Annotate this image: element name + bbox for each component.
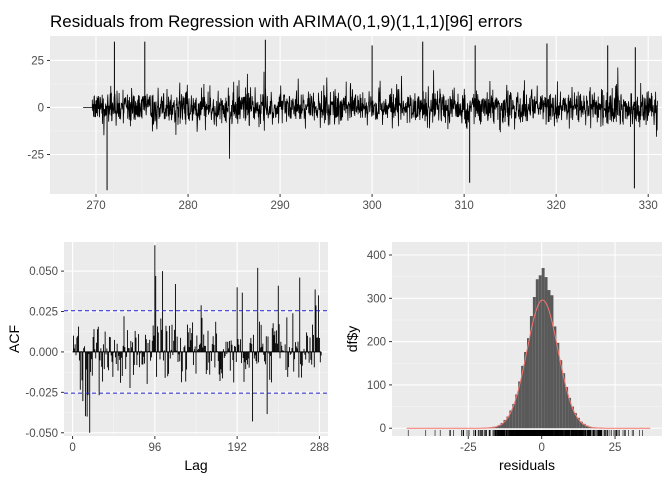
histogram-bar xyxy=(494,426,498,429)
residuals-panel: 270 280 290 300 310 320 330 -25 0 25 xyxy=(27,36,662,212)
x-tick-label: 280 xyxy=(178,200,197,212)
x-tick-label: 300 xyxy=(363,200,382,212)
histogram-x-axis-label: residuals xyxy=(499,457,555,473)
histogram-bar xyxy=(518,381,522,429)
histogram-bar xyxy=(571,406,574,429)
histogram-bar xyxy=(547,290,551,429)
histogram-bar xyxy=(553,326,557,429)
x-tick-label: 330 xyxy=(639,200,658,212)
histogram-bar xyxy=(512,403,516,429)
histogram-bar xyxy=(559,360,563,429)
residuals-x-ticks: 270 280 290 300 310 320 330 xyxy=(86,194,658,212)
y-tick-label: 0 xyxy=(38,102,44,114)
histogram-bar xyxy=(500,423,504,429)
x-tick-label: 96 xyxy=(148,442,161,454)
histogram-bar xyxy=(585,425,589,429)
histogram-bar xyxy=(521,365,525,429)
normal-curve xyxy=(406,299,651,429)
y-tick-label: 0.050 xyxy=(29,266,58,278)
normal-density-curve xyxy=(406,299,651,429)
histogram-y-ticks: 0 100 200 300 400 xyxy=(367,250,392,435)
histogram-bar xyxy=(544,277,548,429)
histogram-bar xyxy=(576,417,580,429)
histogram-bar xyxy=(515,394,519,429)
residuals-y-ticks: -25 0 25 xyxy=(27,55,50,162)
histogram-bar xyxy=(588,426,592,429)
histogram-bar xyxy=(529,316,533,429)
histogram-bar xyxy=(582,423,586,429)
acf-bars xyxy=(72,245,322,433)
x-tick-label: 270 xyxy=(86,200,105,212)
x-tick-label: 25 xyxy=(609,442,622,454)
histogram-bar xyxy=(497,425,501,429)
histogram-bar xyxy=(556,342,560,429)
x-tick-label: 310 xyxy=(455,200,474,212)
y-tick-label: 0 xyxy=(380,423,386,435)
x-tick-label: -25 xyxy=(460,442,477,454)
histogram-bar xyxy=(527,338,530,429)
histogram-y-axis-label: df$y xyxy=(344,326,360,352)
y-tick-label: 300 xyxy=(367,293,386,305)
acf-y-ticks: -0.050 -0.025 0.000 0.025 0.050 xyxy=(25,266,64,440)
histogram-bar xyxy=(506,416,510,429)
y-tick-label: 0.025 xyxy=(29,307,58,319)
histogram-panel: -25 0 25 0 100 200 300 400 residuals df$y xyxy=(344,242,662,473)
y-tick-label: 0.000 xyxy=(29,347,58,359)
acf-confidence-bounds xyxy=(64,310,328,394)
y-tick-label: 200 xyxy=(367,337,386,349)
acf-panel: 0 96 192 288 -0.050 -0.025 0.000 0.025 0.050 La… xyxy=(6,242,329,473)
y-tick-label: -0.050 xyxy=(25,428,58,440)
y-tick-label: 25 xyxy=(31,55,44,67)
histogram-bar xyxy=(579,421,583,429)
histogram-bar xyxy=(532,296,536,429)
histogram-bar xyxy=(568,397,572,429)
histogram-bars xyxy=(482,267,604,429)
histogram-bar xyxy=(573,413,577,429)
histogram-bar xyxy=(562,373,566,429)
y-tick-label: -0.025 xyxy=(25,387,58,399)
chart-title: Residuals from Regression with ARIMA(0,1… xyxy=(50,12,522,31)
x-tick-label: 0 xyxy=(538,442,544,454)
acf-x-ticks: 0 96 192 288 xyxy=(69,436,329,454)
x-tick-label: 0 xyxy=(69,442,75,454)
histogram-bar xyxy=(550,295,554,429)
residuals-series xyxy=(83,39,658,191)
y-tick-label: -25 xyxy=(27,150,44,162)
histogram-bar xyxy=(535,279,539,429)
acf-y-axis-label: ACF xyxy=(6,325,22,353)
x-tick-label: 192 xyxy=(228,442,247,454)
x-tick-label: 290 xyxy=(270,200,289,212)
histogram-bar xyxy=(541,267,545,429)
y-tick-label: 100 xyxy=(367,380,386,392)
histogram-bar xyxy=(524,351,527,429)
y-tick-label: 400 xyxy=(367,250,386,262)
histogram-bar xyxy=(509,410,513,429)
histogram-bar xyxy=(565,387,569,429)
histogram-bar xyxy=(503,419,507,429)
histogram-rug xyxy=(407,430,643,436)
histogram-bar xyxy=(538,275,542,429)
x-tick-label: 288 xyxy=(310,442,329,454)
histogram-x-ticks: -25 0 25 xyxy=(460,436,621,454)
x-tick-label: 320 xyxy=(547,200,566,212)
acf-x-axis-label: Lag xyxy=(184,457,207,473)
residual-line xyxy=(83,67,658,159)
